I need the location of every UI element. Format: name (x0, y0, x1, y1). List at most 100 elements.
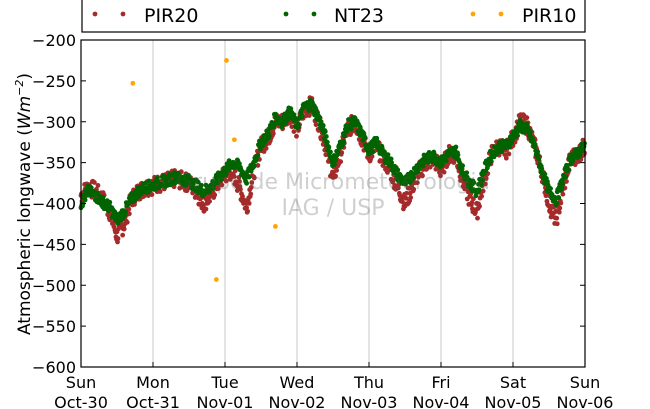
point-pir20 (469, 200, 475, 205)
point-pir20 (338, 159, 344, 165)
x-tick-label-day: Sun (570, 373, 600, 392)
x-tick-label-date: Nov-03 (341, 393, 398, 409)
point-pir20 (415, 174, 421, 180)
point-nt23 (471, 180, 477, 186)
point-pir20 (91, 180, 97, 185)
point-pir20 (249, 180, 255, 185)
y-axis-label-text: Atmospheric longwave ( (15, 129, 35, 335)
point-pir20 (339, 150, 345, 155)
legend: PIR20 NT23 PIR10 (81, 0, 586, 33)
point-nt23 (207, 189, 212, 195)
point-nt23 (317, 114, 323, 120)
point-nt23 (536, 156, 542, 162)
point-pir20 (248, 185, 254, 190)
point-nt23 (560, 181, 566, 187)
point-pir20 (554, 215, 560, 221)
point-pir20 (557, 205, 563, 211)
point-nt23 (335, 150, 341, 155)
point-nt23 (375, 139, 381, 145)
x-tick-label-date: Oct-30 (54, 393, 108, 409)
point-pir20 (263, 146, 269, 151)
point-nt23 (82, 197, 88, 203)
legend-marker-pir20 (92, 11, 98, 17)
point-nt23 (580, 148, 585, 153)
point-pir20 (248, 191, 254, 197)
point-nt23 (548, 186, 553, 191)
point-pir20 (502, 152, 508, 158)
point-nt23 (296, 124, 301, 130)
point-nt23 (563, 174, 569, 180)
y-tick-label: −500 (32, 276, 76, 295)
point-pir20 (115, 236, 121, 241)
point-pir20 (556, 209, 562, 215)
legend-marker-nt23 (311, 11, 317, 17)
point-nt23 (528, 129, 533, 135)
x-tick-label-date: Nov-04 (413, 393, 470, 409)
point-nt23 (288, 106, 294, 112)
point-nt23 (237, 161, 242, 167)
x-tick-label-day: Mon (136, 373, 170, 392)
watermark-line-1: Grupo de Micrometeorologia (176, 170, 490, 195)
point-nt23 (195, 179, 201, 185)
point-pir20 (369, 154, 375, 159)
point-pir20 (313, 122, 319, 128)
point-nt23 (362, 135, 368, 141)
point-nt23 (431, 151, 437, 157)
y-axis-label-unit: Wm (15, 96, 35, 129)
point-nt23 (123, 209, 129, 215)
legend-marker-pir10 (498, 11, 504, 17)
point-pir10 (273, 223, 278, 229)
point-pir20 (251, 175, 257, 181)
point-nt23 (223, 171, 229, 177)
point-pir20 (157, 189, 163, 194)
y-tick-label: −300 (32, 113, 76, 132)
point-pir20 (121, 226, 127, 232)
point-nt23 (326, 144, 332, 150)
point-nt23 (183, 182, 188, 188)
point-nt23 (416, 166, 422, 172)
point-pir20 (441, 169, 447, 175)
point-nt23 (146, 178, 152, 184)
legend-label-pir10: PIR10 (522, 5, 576, 27)
point-nt23 (323, 134, 329, 139)
point-nt23 (514, 132, 520, 138)
point-pir20 (246, 200, 252, 206)
point-pir20 (291, 129, 297, 135)
point-nt23 (453, 144, 459, 150)
point-pir20 (149, 192, 155, 197)
point-pir20 (404, 190, 409, 196)
point-nt23 (333, 157, 338, 163)
point-nt23 (107, 199, 113, 205)
point-nt23 (255, 152, 261, 158)
point-nt23 (266, 133, 272, 139)
x-tick-label-day: Sun (66, 373, 96, 392)
y-axis-label: Atmospheric longwave (Wm−2) (13, 73, 35, 335)
point-nt23 (389, 160, 395, 166)
legend-label-pir20: PIR20 (144, 5, 198, 27)
point-pir20 (403, 195, 409, 201)
y-axis-label-close: ) (15, 73, 35, 80)
point-pir20 (564, 179, 569, 184)
point-pir20 (240, 193, 245, 199)
data-points (78, 58, 587, 282)
point-nt23 (246, 174, 252, 180)
x-axis: SunOct-30MonOct-31TueNov-01WedNov-02ThuN… (54, 362, 613, 409)
x-tick-label-date: Oct-31 (126, 393, 180, 409)
point-pir10 (130, 80, 136, 86)
point-nt23 (322, 129, 328, 134)
point-nt23 (370, 149, 375, 155)
point-nt23 (324, 139, 330, 145)
point-pir20 (554, 221, 560, 227)
point-pir20 (207, 198, 212, 204)
point-nt23 (341, 139, 347, 144)
point-nt23 (251, 163, 257, 169)
point-nt23 (566, 167, 571, 173)
y-tick-label: −250 (32, 72, 76, 91)
x-tick-label-date: Nov-01 (197, 393, 254, 409)
point-pir20 (212, 192, 218, 198)
point-pir20 (475, 215, 480, 221)
x-tick-label-date: Nov-05 (485, 393, 542, 409)
point-nt23 (494, 151, 499, 157)
x-tick-label-date: Nov-02 (269, 393, 326, 409)
